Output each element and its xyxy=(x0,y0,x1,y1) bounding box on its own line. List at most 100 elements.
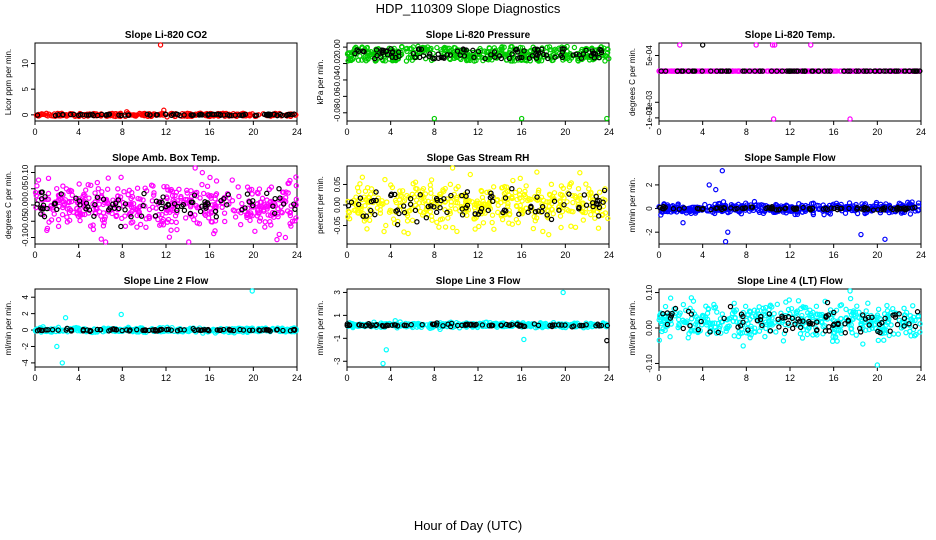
data-point xyxy=(254,201,261,207)
data-point xyxy=(379,47,385,53)
data-point xyxy=(763,325,769,332)
data-point xyxy=(59,211,66,218)
data-point xyxy=(809,68,815,74)
series-hourly xyxy=(658,42,923,74)
data-point xyxy=(90,226,97,233)
data-point xyxy=(151,190,157,196)
x-tick-label: 16 xyxy=(829,250,839,260)
data-point xyxy=(287,212,294,219)
y-tick-label: -0.04 xyxy=(333,70,342,89)
data-point xyxy=(360,48,366,54)
data-point xyxy=(448,320,455,327)
data-point xyxy=(159,211,165,218)
x-tick-label: 0 xyxy=(344,373,349,383)
outlier-point xyxy=(249,288,255,294)
data-point xyxy=(540,323,547,329)
data-point xyxy=(907,328,913,335)
data-point xyxy=(685,68,692,74)
series-hourly xyxy=(660,299,921,336)
x-tick-label: 24 xyxy=(292,373,302,383)
x-tick-label: 16 xyxy=(517,127,527,137)
data-point xyxy=(249,327,256,333)
data-point xyxy=(191,216,197,223)
data-point xyxy=(100,196,107,202)
x-tick-label: 12 xyxy=(785,373,795,383)
data-point xyxy=(449,165,456,171)
data-point xyxy=(575,58,581,64)
data-point xyxy=(291,201,297,207)
data-point xyxy=(415,46,422,52)
data-point xyxy=(885,319,892,325)
data-point xyxy=(714,309,720,315)
data-point xyxy=(672,68,679,74)
data-point xyxy=(190,199,196,206)
data-point xyxy=(755,202,762,208)
data-point xyxy=(401,229,407,235)
data-point xyxy=(795,298,802,304)
data-point xyxy=(428,177,435,183)
data-point xyxy=(90,112,97,119)
data-point xyxy=(855,314,861,320)
data-point xyxy=(901,315,908,322)
data-point xyxy=(274,236,280,243)
data-point xyxy=(606,55,612,62)
data-point xyxy=(464,189,471,195)
data-point xyxy=(732,206,738,212)
y-tick-label: 0.00 xyxy=(333,39,342,55)
data-point xyxy=(374,52,380,59)
data-point xyxy=(282,234,289,241)
x-tick-label: 20 xyxy=(560,373,570,383)
data-point xyxy=(580,51,587,57)
data-point xyxy=(910,68,917,74)
data-point xyxy=(87,223,94,229)
data-point xyxy=(437,204,443,211)
outlier-point xyxy=(59,360,65,366)
data-point xyxy=(274,112,280,118)
x-tick-label: 8 xyxy=(432,250,437,260)
series-hourly xyxy=(34,325,298,335)
data-point xyxy=(521,48,527,54)
data-point xyxy=(142,327,149,334)
data-point xyxy=(434,44,440,51)
x-tick-label: 4 xyxy=(76,127,81,137)
data-point xyxy=(814,319,820,325)
outlier-point xyxy=(699,42,706,48)
data-point xyxy=(564,206,570,213)
data-point xyxy=(717,205,724,211)
data-point xyxy=(572,224,579,230)
data-point xyxy=(714,205,720,211)
y-tick-label: -0.05 xyxy=(21,212,30,231)
data-point xyxy=(163,203,169,210)
data-point xyxy=(283,189,289,195)
data-point xyxy=(699,206,706,213)
data-point xyxy=(583,322,589,328)
data-point xyxy=(850,309,856,316)
data-point xyxy=(570,52,576,58)
series-hourly xyxy=(34,186,298,230)
series-all-slopes xyxy=(345,165,611,238)
data-point xyxy=(688,316,695,322)
panel-title: Slope Amb. Box Temp. xyxy=(112,153,220,164)
data-point xyxy=(414,191,420,197)
data-point xyxy=(197,195,203,201)
series-hourly xyxy=(34,111,297,119)
data-point xyxy=(73,195,79,201)
y-tick-label: 0.05 xyxy=(333,176,342,192)
data-point xyxy=(517,175,523,182)
data-point xyxy=(845,317,851,323)
data-point xyxy=(159,199,165,206)
y-axis-label: ml/min per min. xyxy=(628,301,637,356)
data-point xyxy=(427,186,434,192)
data-point xyxy=(914,309,921,315)
data-point xyxy=(420,210,427,216)
data-point xyxy=(558,224,564,231)
data-point xyxy=(842,330,848,336)
data-point xyxy=(416,200,422,206)
y-tick-label: 5 xyxy=(21,86,30,91)
data-point xyxy=(80,193,86,200)
data-point xyxy=(783,299,789,305)
data-point xyxy=(739,330,746,336)
data-point xyxy=(404,212,411,219)
data-point xyxy=(467,171,474,178)
data-point xyxy=(181,207,188,214)
